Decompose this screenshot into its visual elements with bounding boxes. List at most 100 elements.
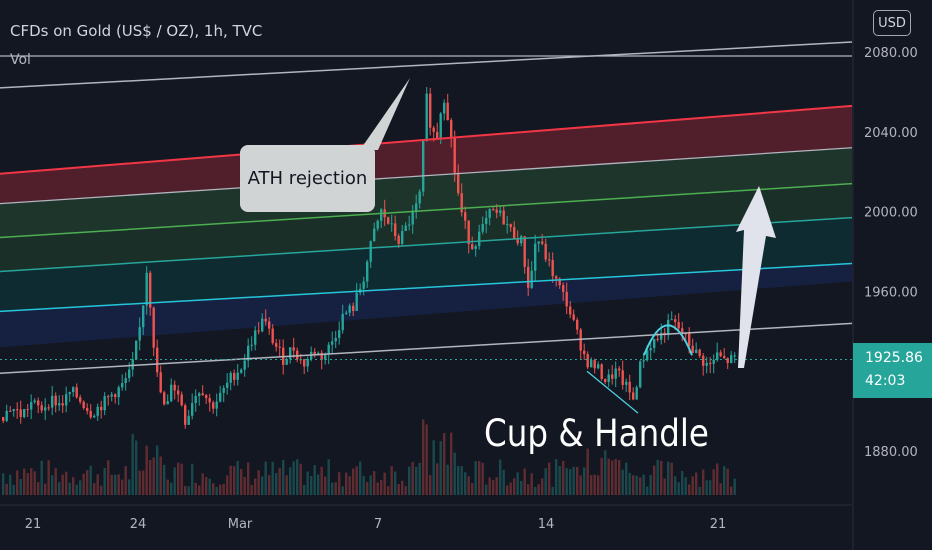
volume-bar (16, 470, 19, 495)
candle-body (681, 328, 684, 334)
candle-body (499, 210, 502, 213)
volume-bar (180, 463, 183, 495)
candle-body (390, 223, 393, 225)
candle-body (453, 137, 456, 173)
volume-bar (460, 466, 463, 495)
volume-bar (222, 483, 225, 495)
candle-body (257, 330, 260, 332)
volume-bar (117, 474, 120, 495)
time-tick-label: 24 (130, 517, 147, 532)
volume-bar (474, 461, 477, 495)
volume-bar (313, 465, 316, 495)
candle-body (152, 307, 155, 348)
candle-body (51, 395, 54, 408)
candle-body (320, 352, 323, 360)
volume-bar (607, 458, 610, 495)
price-tick-label: 2080.00 (864, 46, 918, 61)
volume-bar (299, 463, 302, 495)
trend-drawings (0, 41, 853, 414)
volume-bar (215, 486, 218, 495)
volume-bar (54, 468, 57, 495)
currency-button[interactable]: USD (873, 10, 911, 36)
candle-body (40, 405, 43, 411)
volume-bar (520, 480, 523, 495)
time-tick-label: 21 (710, 517, 727, 532)
candle-body (345, 312, 348, 314)
volume-bar (114, 474, 117, 495)
cup-arc (643, 324, 693, 356)
volume-bar (394, 471, 397, 495)
volume-bar (289, 467, 292, 495)
volume-bar (142, 470, 145, 495)
candle-body (278, 346, 281, 348)
volume-bar (527, 484, 530, 495)
candle-body (597, 364, 600, 369)
volume-bar (404, 486, 407, 495)
candle-body (12, 409, 15, 412)
candle-body (723, 356, 726, 359)
candle-body (303, 359, 306, 367)
volume-bar (138, 470, 141, 495)
candle-body (481, 224, 484, 232)
candle-body (264, 318, 267, 322)
price-tick-label: 1880.00 (864, 445, 918, 460)
volume-bar (702, 469, 705, 495)
volume-bar (670, 462, 673, 495)
volume-bar (663, 478, 666, 495)
candle-body (523, 236, 526, 267)
volume-bar (583, 467, 586, 495)
volume-bar (285, 475, 288, 495)
price-tick-label: 2000.00 (864, 206, 918, 221)
volume-bar (478, 461, 481, 495)
volume-bar (236, 460, 239, 495)
volume-bar (5, 483, 8, 495)
volume-bar (348, 476, 351, 495)
volume-bar (51, 475, 54, 495)
cup-handle-label[interactable]: Cup & Handle (484, 412, 709, 455)
candle-body (268, 321, 271, 329)
candle-body (667, 319, 670, 336)
candle-body (726, 358, 729, 363)
candle-body (509, 224, 512, 228)
volume-bar (292, 461, 295, 495)
channel-bottom-line (0, 322, 853, 374)
volume-bar (614, 458, 617, 495)
volume-bar (660, 460, 663, 495)
candle-body (240, 369, 243, 373)
volume-bar (250, 485, 253, 495)
volume-bar (569, 469, 572, 495)
fib-line-1 (0, 147, 853, 205)
volume-bar (653, 465, 656, 495)
candle-body (425, 93, 428, 141)
volume-bar (548, 462, 551, 495)
ath-rejection-callout[interactable]: ATH rejection (240, 145, 375, 212)
volume-bar (572, 466, 575, 495)
volume-bar (726, 468, 729, 495)
candle-body (551, 260, 554, 277)
volume-bar (75, 484, 78, 495)
teal-line-1 (0, 216, 853, 273)
volume-bar (68, 482, 71, 495)
bar-countdown: 42:03 (865, 373, 906, 389)
volume-bar (205, 477, 208, 495)
candle-body (142, 305, 145, 328)
volume-bar (327, 459, 330, 495)
candle-body (366, 261, 369, 282)
volume-bar (320, 466, 323, 495)
candle-body (628, 381, 631, 393)
volume-bar (551, 486, 554, 495)
candle-body (243, 360, 246, 370)
candle-body (653, 338, 656, 348)
candle-body (492, 209, 495, 211)
candle-body (355, 292, 358, 311)
candle-body (215, 401, 218, 409)
candle-body (292, 347, 295, 351)
candle-body (369, 241, 372, 262)
candle-body (327, 344, 330, 355)
candle-body (555, 276, 558, 279)
volume-bar (705, 480, 708, 495)
candle-body (705, 362, 708, 366)
candle-body (474, 246, 477, 249)
volume-bar (436, 463, 439, 495)
